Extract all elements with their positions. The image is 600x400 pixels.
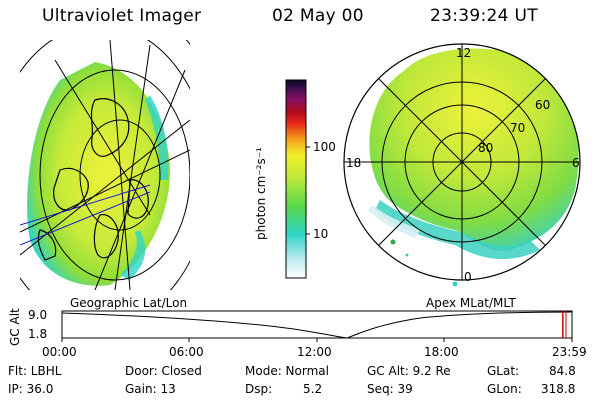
colorbar-units-label: photon cm⁻²s⁻¹ bbox=[254, 147, 268, 240]
dsp-value: 5.2 bbox=[303, 382, 323, 396]
mlt-label-0: 0 bbox=[464, 270, 472, 284]
timeline-xtick: 00:00 bbox=[42, 345, 77, 359]
colorbar-tick-100: 100 bbox=[313, 140, 336, 154]
glon-label: GLon: bbox=[487, 382, 522, 396]
glat-label: GLat: bbox=[487, 364, 520, 378]
mlat-label-80: 80 bbox=[478, 141, 494, 155]
gain-info: Gain: 13 bbox=[125, 382, 176, 396]
observation-time: 23:39:24 UT bbox=[430, 6, 538, 26]
mode-info: Mode: Normal bbox=[245, 364, 329, 378]
mlt-label-6: 6 bbox=[572, 156, 580, 170]
timeline-ytick-high: 9.0 bbox=[28, 308, 48, 322]
polar-plot bbox=[343, 43, 581, 287]
colorbar-tick-10: 10 bbox=[313, 227, 329, 241]
timeline-axis-label: GC Alt bbox=[8, 308, 22, 346]
colorbar bbox=[285, 79, 307, 279]
door-info: Door: Closed bbox=[125, 364, 202, 378]
mlt-label-12: 12 bbox=[456, 46, 472, 60]
timeline-xtick: 12:00 bbox=[297, 345, 332, 359]
observation-date: 02 May 00 bbox=[272, 6, 364, 26]
mlat-label-70: 70 bbox=[510, 121, 526, 135]
left-projection-label: Geographic Lat/Lon bbox=[70, 296, 188, 310]
timeline-ytick-low: 1.8 bbox=[28, 327, 48, 341]
instrument-title: Ultraviolet Imager bbox=[42, 6, 202, 26]
gc-alt-info: GC Alt: 9.2 Re bbox=[367, 364, 451, 378]
mlt-label-18: 18 bbox=[346, 156, 362, 170]
dsp-label: Dsp: bbox=[245, 382, 273, 396]
timeline-xtick: 23:59 bbox=[552, 345, 587, 359]
timeline-xtick: 06:00 bbox=[169, 345, 204, 359]
timeline-xtick: 18:00 bbox=[424, 345, 459, 359]
seq-info: Seq: 39 bbox=[367, 382, 413, 396]
filter-info: Flt: LBHL bbox=[8, 364, 62, 378]
glat-value: 84.8 bbox=[549, 364, 576, 378]
mlat-label-60: 60 bbox=[535, 98, 551, 112]
geographic-image bbox=[20, 40, 190, 290]
altitude-timeline bbox=[61, 310, 573, 342]
right-projection-label: Apex MLat/MLT bbox=[426, 296, 516, 310]
glon-value: 318.8 bbox=[541, 382, 576, 396]
ip-info: IP: 36.0 bbox=[8, 382, 54, 396]
